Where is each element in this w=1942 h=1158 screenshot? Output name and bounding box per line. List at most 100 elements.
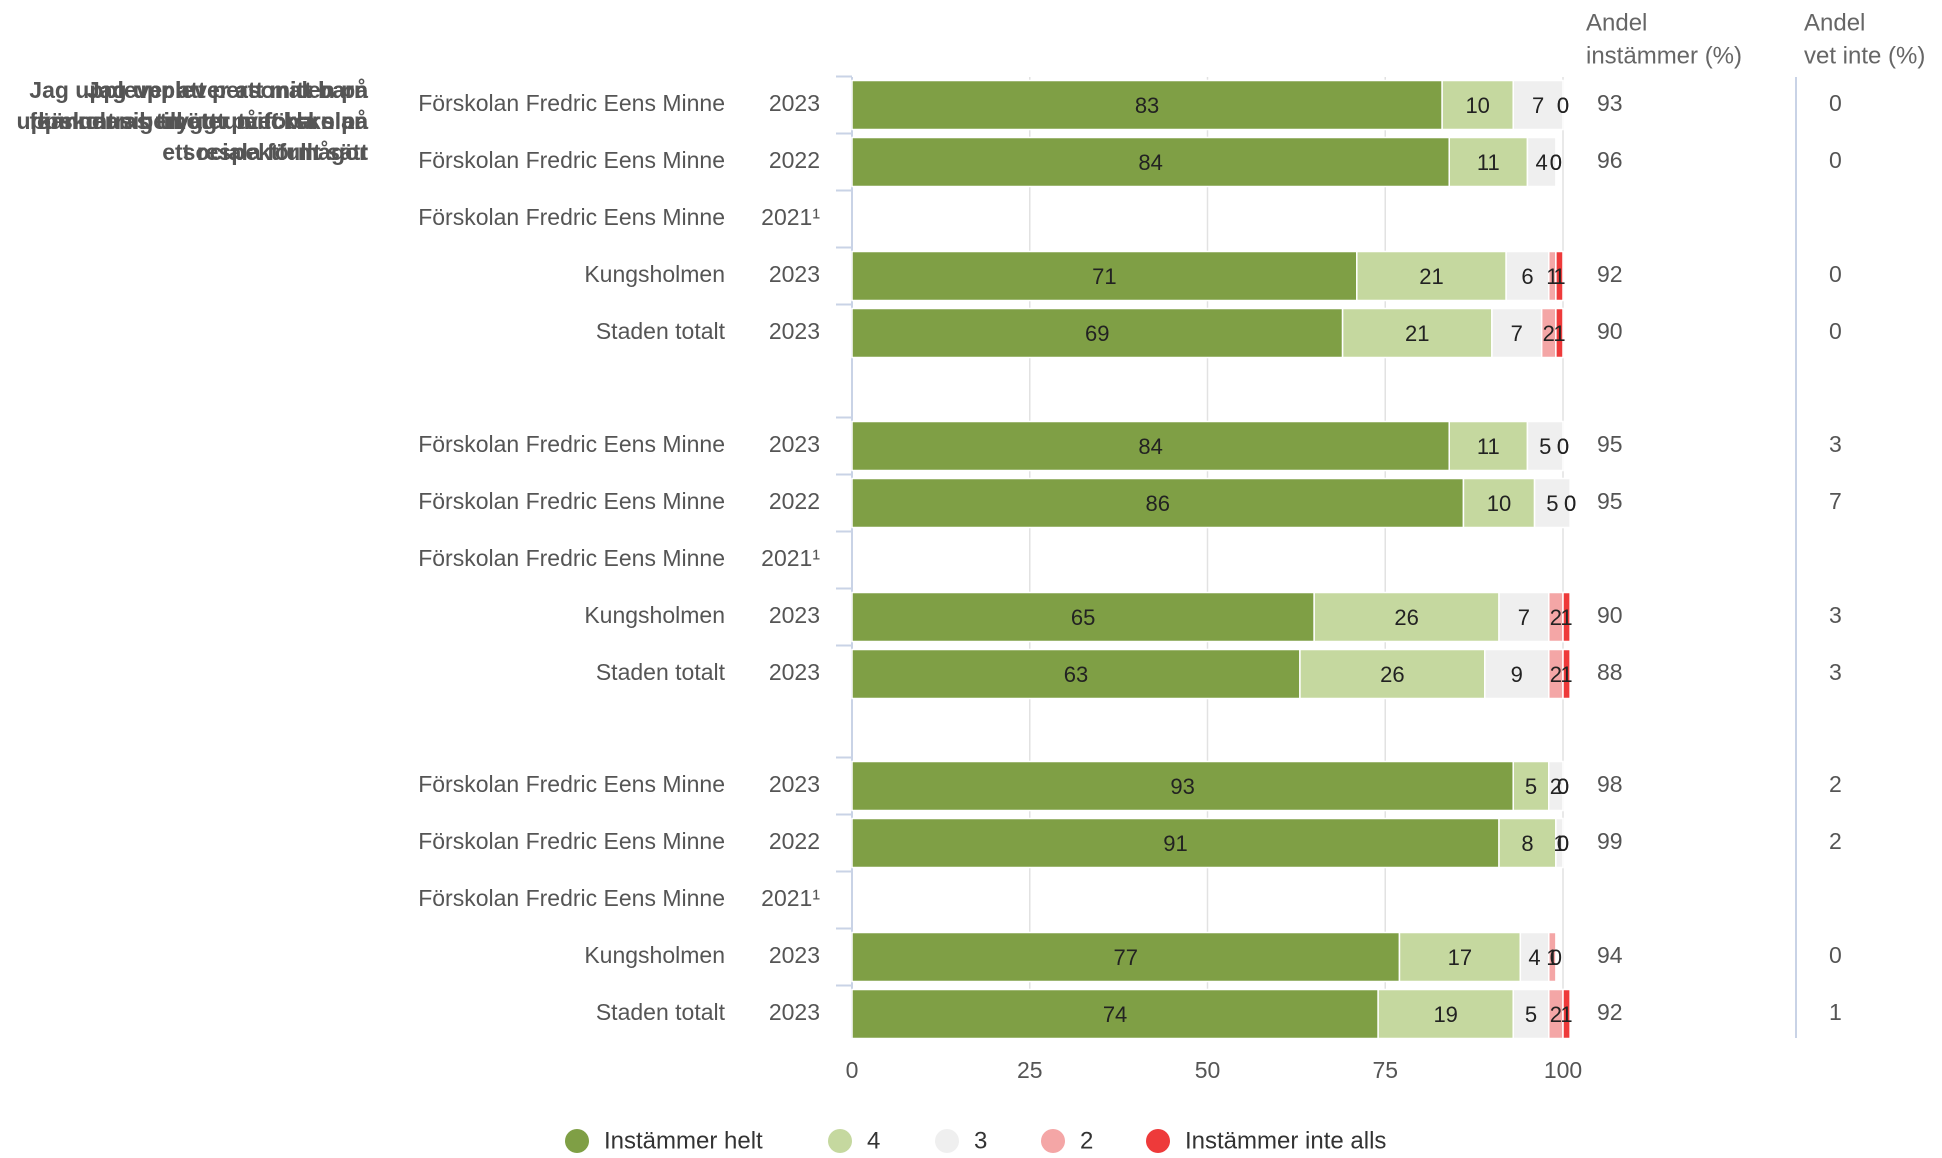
segment-label: 1 (1546, 264, 1558, 289)
column-header: Andel (1804, 9, 1865, 36)
segment-label: 21 (1419, 264, 1443, 289)
segment-label: 86 (1145, 491, 1169, 516)
row-year: 2023 (769, 659, 820, 685)
row-year: 2021¹ (761, 545, 820, 571)
legend-marker (828, 1129, 852, 1153)
segment-label: 2 (1550, 1002, 1562, 1027)
segment-label: 0 (1550, 945, 1562, 970)
row-label: Kungsholmen (584, 261, 725, 287)
bar-segment (1512, 988, 1550, 1040)
row-year: 2022 (769, 828, 820, 854)
agree-value: 94 (1597, 942, 1623, 968)
segment-label: 17 (1448, 945, 1472, 970)
bar-segment (1313, 591, 1500, 643)
agree-value: 96 (1597, 147, 1623, 173)
agree-value: 95 (1597, 488, 1623, 514)
segment-label: 84 (1138, 434, 1162, 459)
bar-segment (851, 648, 1301, 700)
row-year: 2022 (769, 147, 820, 173)
bar-segment (1519, 931, 1550, 983)
row-year: 2021¹ (761, 885, 820, 911)
row-label: Kungsholmen (584, 942, 725, 968)
segment-label: 6 (1521, 264, 1533, 289)
row-year: 2022 (769, 488, 820, 514)
agree-value: 90 (1597, 602, 1623, 628)
segment-label: 0 (1550, 150, 1562, 175)
segment-label: 91 (1163, 831, 1187, 856)
bar-segment (1462, 477, 1536, 529)
segment-label: 4 (1536, 150, 1548, 175)
dont-know-value: 0 (1829, 147, 1842, 173)
agree-value: 90 (1597, 318, 1623, 344)
x-tick-label: 0 (846, 1057, 859, 1083)
row-label: Förskolan Fredric Eens Minne (418, 545, 725, 571)
segment-label: 0 (1557, 774, 1569, 799)
segment-label: 0 (1557, 93, 1569, 118)
question-title: Jag upplever att personalen på (29, 77, 368, 103)
bar-segment (851, 136, 1450, 188)
segment-label: 10 (1487, 491, 1511, 516)
row-year: 2021¹ (761, 204, 820, 230)
segment-label: 0 (1557, 831, 1569, 856)
question-title: förskolan bemöter mitt barn på (29, 108, 368, 134)
segment-label: 7 (1518, 605, 1530, 630)
segment-label: 26 (1394, 605, 1418, 630)
row-label: Förskolan Fredric Eens Minne (418, 431, 725, 457)
bar-segment (1484, 648, 1550, 700)
dont-know-value: 2 (1829, 771, 1842, 797)
legend-marker (1041, 1129, 1065, 1153)
segment-label: 10 (1465, 93, 1489, 118)
bar-segment (851, 760, 1514, 812)
bar-segment (1505, 250, 1550, 302)
dont-know-value: 3 (1829, 602, 1842, 628)
row-label: Förskolan Fredric Eens Minne (418, 147, 725, 173)
bar-segment (1562, 988, 1571, 1040)
bar-segment (1555, 307, 1564, 359)
dont-know-value: 3 (1829, 659, 1842, 685)
question-title: Jag upplever att mitt barn (87, 77, 368, 103)
segment-label: 69 (1085, 321, 1109, 346)
segment-label: 26 (1380, 662, 1404, 687)
bar-segment (1533, 477, 1571, 529)
bar-segment (1448, 420, 1529, 472)
bar-segment (1341, 307, 1493, 359)
bar-segment (1512, 79, 1564, 131)
agree-value: 92 (1597, 261, 1623, 287)
row-label: Kungsholmen (584, 602, 725, 628)
segment-label: 0 (1557, 434, 1569, 459)
segment-label: 1 (1553, 321, 1565, 346)
bar-segment (1299, 648, 1486, 700)
bar-segment (1548, 931, 1557, 983)
segment-label: 7 (1532, 93, 1544, 118)
segment-label: 77 (1113, 945, 1137, 970)
bar-segment (1356, 250, 1507, 302)
row-label: Förskolan Fredric Eens Minne (418, 488, 725, 514)
agree-value: 93 (1597, 90, 1623, 116)
row-year: 2023 (769, 942, 820, 968)
bar-segment (851, 307, 1344, 359)
dont-know-value: 2 (1829, 828, 1842, 854)
segment-label: 2 (1550, 662, 1562, 687)
segment-label: 2 (1550, 774, 1562, 799)
segment-label: 0 (1564, 491, 1576, 516)
bar-segment (1548, 760, 1564, 812)
segment-label: 1 (1546, 945, 1558, 970)
agree-value: 99 (1597, 828, 1623, 854)
row-year: 2023 (769, 771, 820, 797)
bar-segment (851, 477, 1465, 529)
segment-label: 8 (1521, 831, 1533, 856)
bar-segment (1562, 591, 1571, 643)
agree-value: 95 (1597, 431, 1623, 457)
bar-segment (1491, 307, 1543, 359)
row-label: Förskolan Fredric Eens Minne (418, 885, 725, 911)
dont-know-value: 7 (1829, 488, 1842, 514)
question-title: sociala förmågor (183, 139, 368, 165)
bar-segment (1498, 817, 1557, 869)
row-year: 2023 (769, 318, 820, 344)
dont-know-value: 0 (1829, 261, 1842, 287)
bar-segment (1398, 931, 1522, 983)
row-year: 2023 (769, 999, 820, 1025)
dont-know-value: 0 (1829, 942, 1842, 968)
segment-label: 0 (1557, 434, 1569, 459)
bar-segment (851, 931, 1401, 983)
